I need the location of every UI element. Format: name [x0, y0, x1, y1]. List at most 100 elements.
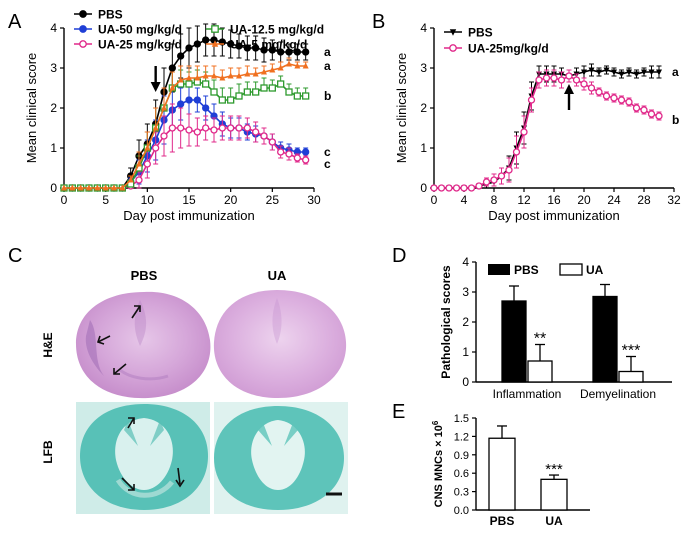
data-point [194, 74, 201, 81]
x-axis-title: Day post immunization [488, 208, 620, 223]
data-point [177, 76, 184, 83]
data-point [587, 84, 596, 92]
data-point [565, 72, 573, 80]
data-point [135, 176, 143, 184]
data-point [252, 88, 260, 96]
data-point [277, 64, 284, 71]
data-point [127, 176, 134, 183]
data-point [445, 184, 453, 192]
data-point [261, 68, 267, 75]
data-point [186, 74, 192, 81]
legend-item: UA [559, 263, 604, 277]
column-label-pbs: PBS [131, 268, 158, 283]
data-point [185, 44, 193, 52]
series-line [64, 39, 306, 189]
legend-label: UA-25mg/kg/d [468, 42, 549, 56]
series-line [64, 63, 306, 189]
arrow-head [150, 82, 161, 92]
series-end-label: b [324, 89, 331, 103]
data-point [535, 76, 543, 84]
data-point [625, 98, 633, 106]
legend-swatch [488, 264, 510, 275]
data-point [430, 184, 438, 192]
data-point [243, 88, 251, 96]
y-axis-title: CNS MNCs × 106 [431, 420, 446, 507]
legend-label: PBS [514, 263, 539, 277]
category-label: Inflammation [493, 387, 562, 401]
series-line [434, 69, 659, 189]
row-label-lfb: LFB [41, 440, 55, 464]
data-point [482, 178, 491, 186]
series-line [64, 81, 306, 189]
data-point [647, 110, 656, 118]
y-tick-label: 2 [462, 315, 469, 329]
data-point [520, 128, 528, 136]
data-point [244, 70, 251, 77]
data-point [286, 60, 292, 67]
data-point [581, 69, 587, 76]
data-point [252, 128, 260, 136]
data-point [202, 72, 209, 79]
category-label: PBS [490, 514, 515, 528]
lfb-pbs-image [76, 402, 210, 514]
he-pbs-arrows [96, 305, 141, 375]
bar [527, 360, 553, 383]
data-point [185, 96, 193, 104]
data-point [603, 67, 610, 74]
data-point [235, 124, 243, 132]
series-end-label: b [672, 113, 679, 127]
panel-letter-d: D [392, 245, 406, 267]
chart-d-legend: PBS UA [488, 263, 604, 277]
x-tick-label: 20 [577, 193, 591, 207]
data-point [285, 150, 293, 158]
data-point [111, 184, 117, 191]
data-point [626, 69, 632, 76]
data-point [596, 69, 602, 76]
y-tick-label: 1 [420, 141, 427, 155]
data-point [294, 62, 301, 69]
significance-label: ** [534, 331, 546, 348]
data-point [580, 80, 588, 88]
y-tick-label: 0.6 [454, 468, 469, 480]
data-point [227, 96, 235, 104]
bar [501, 300, 527, 383]
x-tick-label: 0 [61, 193, 68, 207]
series-1: b [430, 69, 679, 192]
legend-item: UA-12.5 mg/kg/d [206, 23, 324, 37]
chart-e: 0.0 0.3 0.6 0.9 1.2 1.5 CNS MNCs × 106 PBS UA *** [431, 413, 590, 528]
legend-label: UA-25 mg/kg/d [98, 38, 182, 52]
data-point [168, 64, 176, 72]
data-point [168, 124, 176, 132]
x-tick-label: 15 [182, 193, 196, 207]
data-point [252, 70, 259, 77]
series-end-label: a [672, 65, 679, 79]
panel-c-micrographs: PBS UA H&E LFB [41, 268, 348, 514]
y-tick-label: 1 [462, 345, 469, 359]
data-point [452, 184, 461, 192]
legend-item: UA-5 mg/kg/d [206, 38, 307, 52]
legend-label: UA-50 mg/kg/d [98, 23, 182, 37]
x-tick-label: 4 [461, 193, 468, 207]
legend-item: PBS [444, 26, 493, 40]
legend-swatch-marker [211, 40, 219, 47]
annotation-arrow [150, 66, 161, 92]
y-tick-label: 2 [50, 101, 57, 115]
data-point [490, 176, 498, 184]
data-point [277, 80, 285, 88]
data-point [277, 48, 285, 56]
y-axis-title: Pathological scores [439, 265, 453, 379]
y-tick-label: 2 [420, 101, 427, 115]
arrow-head [564, 84, 574, 94]
data-point [136, 160, 142, 167]
lfb-pbs-arrows [121, 417, 185, 491]
data-point [102, 184, 109, 191]
y-axis-title-exponent: 6 [431, 420, 440, 425]
y-tick-label: 0.3 [454, 487, 469, 499]
data-point [227, 40, 235, 48]
data-point [218, 96, 226, 104]
data-point [527, 96, 536, 104]
data-point [460, 184, 468, 192]
x-tick-label: 0 [431, 193, 438, 207]
